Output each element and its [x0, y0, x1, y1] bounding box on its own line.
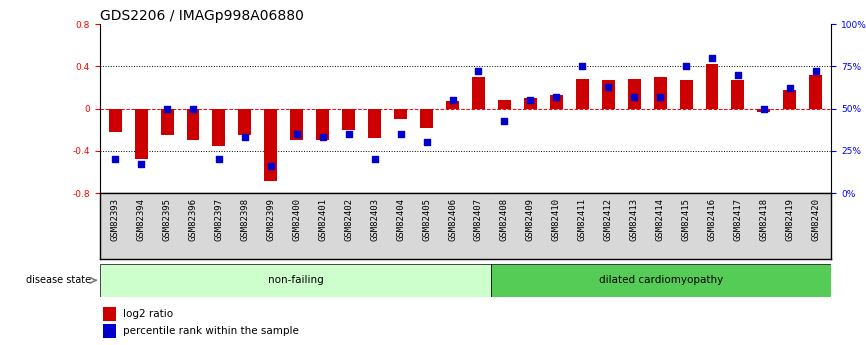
Point — [653, 94, 667, 100]
Point — [108, 157, 122, 162]
Point — [212, 157, 226, 162]
Text: GSM82412: GSM82412 — [604, 198, 613, 241]
Point — [446, 98, 460, 103]
Bar — [628, 79, 641, 109]
Bar — [576, 79, 589, 109]
Bar — [186, 109, 199, 140]
Bar — [706, 64, 719, 109]
Bar — [134, 109, 147, 159]
Bar — [103, 324, 116, 338]
Bar — [368, 109, 381, 138]
Text: log2 ratio: log2 ratio — [123, 309, 173, 319]
Bar — [290, 109, 303, 140]
Bar — [654, 77, 667, 109]
Text: GSM82398: GSM82398 — [241, 198, 249, 241]
Text: GSM82416: GSM82416 — [708, 198, 716, 241]
Bar — [472, 77, 485, 109]
Point — [575, 63, 589, 69]
Text: GSM82402: GSM82402 — [344, 198, 353, 241]
Text: GSM82395: GSM82395 — [163, 198, 171, 241]
Text: GSM82410: GSM82410 — [552, 198, 561, 241]
Text: GSM82420: GSM82420 — [811, 198, 820, 241]
Text: GDS2206 / IMAGp998A06880: GDS2206 / IMAGp998A06880 — [100, 9, 303, 23]
Text: GSM82418: GSM82418 — [759, 198, 768, 241]
Bar — [342, 109, 355, 130]
Bar — [524, 98, 537, 109]
Text: GSM82414: GSM82414 — [656, 198, 664, 241]
Point — [160, 106, 174, 111]
Text: GSM82400: GSM82400 — [293, 198, 301, 241]
Point — [731, 72, 745, 78]
Bar — [498, 100, 511, 109]
Bar — [680, 80, 693, 109]
Point — [134, 162, 148, 167]
Text: GSM82409: GSM82409 — [526, 198, 535, 241]
Point — [186, 106, 200, 111]
Bar — [732, 80, 745, 109]
Point — [497, 118, 511, 123]
Text: GSM82406: GSM82406 — [448, 198, 457, 241]
Bar — [264, 109, 277, 180]
Point — [809, 69, 823, 74]
Bar — [446, 101, 459, 109]
Text: GSM82415: GSM82415 — [682, 198, 690, 241]
Bar — [108, 109, 121, 132]
Text: GSM82407: GSM82407 — [474, 198, 483, 241]
Text: GSM82408: GSM82408 — [500, 198, 509, 241]
Text: GSM82399: GSM82399 — [267, 198, 275, 241]
Text: GSM82397: GSM82397 — [215, 198, 223, 241]
Point — [290, 131, 304, 137]
Bar — [420, 109, 433, 128]
Point — [627, 94, 641, 100]
Point — [420, 140, 434, 145]
Point — [601, 84, 615, 89]
Bar — [550, 95, 563, 109]
Text: GSM82413: GSM82413 — [630, 198, 638, 241]
Text: GSM82393: GSM82393 — [111, 198, 120, 241]
Bar — [160, 109, 173, 135]
Point — [238, 135, 252, 140]
Bar — [810, 75, 823, 109]
Point — [264, 164, 278, 169]
Text: GSM82417: GSM82417 — [734, 198, 742, 241]
Bar — [103, 307, 116, 321]
Text: GSM82403: GSM82403 — [370, 198, 379, 241]
Point — [316, 135, 330, 140]
Bar — [784, 90, 797, 109]
Text: disease state: disease state — [26, 275, 94, 285]
Bar — [394, 109, 407, 119]
Point — [394, 131, 408, 137]
Point — [679, 63, 693, 69]
Text: GSM82405: GSM82405 — [422, 198, 431, 241]
Bar — [238, 109, 251, 135]
Text: GSM82419: GSM82419 — [785, 198, 794, 241]
Bar — [100, 264, 491, 297]
Point — [523, 98, 537, 103]
Point — [549, 94, 563, 100]
Point — [368, 157, 382, 162]
Point — [342, 131, 356, 137]
Bar — [602, 80, 615, 109]
Text: GSM82404: GSM82404 — [396, 198, 405, 241]
Point — [471, 69, 485, 74]
Text: GSM82396: GSM82396 — [189, 198, 197, 241]
Bar — [758, 109, 771, 112]
Bar — [316, 109, 329, 140]
Bar — [212, 109, 225, 146]
Point — [705, 55, 719, 61]
Point — [757, 106, 771, 111]
Text: percentile rank within the sample: percentile rank within the sample — [123, 326, 300, 336]
Bar — [491, 264, 831, 297]
Text: GSM82394: GSM82394 — [137, 198, 145, 241]
Text: non-failing: non-failing — [268, 275, 323, 285]
Point — [783, 86, 797, 91]
Text: GSM82411: GSM82411 — [578, 198, 587, 241]
Text: dilated cardiomyopathy: dilated cardiomyopathy — [599, 275, 723, 285]
Text: GSM82401: GSM82401 — [318, 198, 327, 241]
